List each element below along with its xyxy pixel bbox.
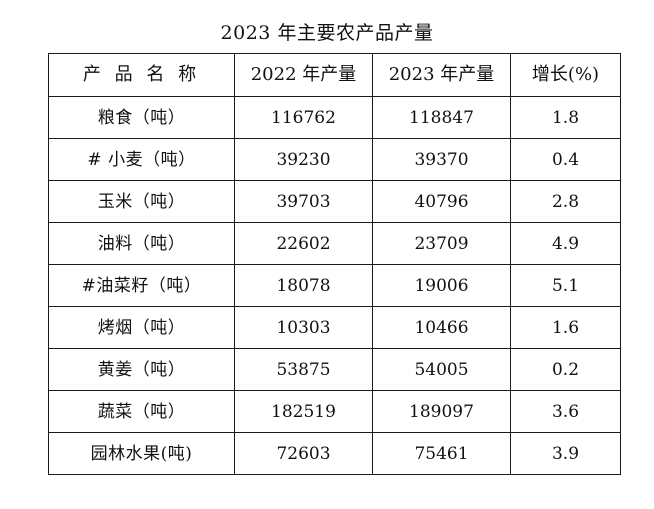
table-row: 玉米（吨） 39703 40796 2.8: [48, 180, 621, 223]
growth-percent: 1.6: [510, 306, 621, 349]
output-2022: 22602: [234, 222, 373, 265]
output-2022: 53875: [234, 348, 373, 391]
growth-percent: 0.4: [510, 138, 621, 181]
table-header-row: 产 品 名 称 2022 年产量 2023 年产量 增长(%): [48, 53, 621, 97]
output-2022: 10303: [234, 306, 373, 349]
table-row: 油料（吨） 22602 23709 4.9: [48, 222, 621, 265]
table-row: 园林水果(吨) 72603 75461 3.9: [48, 432, 621, 475]
product-name: # 小麦（吨）: [48, 138, 235, 181]
header-output-2023: 2023 年产量: [372, 53, 511, 97]
output-2022: 39230: [234, 138, 373, 181]
table-row: # 小麦（吨） 39230 39370 0.4: [48, 138, 621, 181]
output-2022: 39703: [234, 180, 373, 223]
product-name: #油菜籽（吨）: [48, 264, 235, 307]
table-row: 黄姜（吨） 53875 54005 0.2: [48, 348, 621, 391]
table-row: 蔬菜（吨） 182519 189097 3.6: [48, 390, 621, 433]
product-name: 烤烟（吨）: [48, 306, 235, 349]
output-2023: 40796: [372, 180, 511, 223]
table-row: 粮食（吨） 116762 118847 1.8: [48, 96, 621, 139]
product-name: 粮食（吨）: [48, 96, 235, 139]
output-2023: 54005: [372, 348, 511, 391]
header-growth-percent: 增长(%): [510, 53, 621, 97]
growth-percent: 4.9: [510, 222, 621, 265]
growth-percent: 0.2: [510, 348, 621, 391]
growth-percent: 3.9: [510, 432, 621, 475]
output-2022: 116762: [234, 96, 373, 139]
output-2023: 118847: [372, 96, 511, 139]
output-2022: 72603: [234, 432, 373, 475]
table-row: 烤烟（吨） 10303 10466 1.6: [48, 306, 621, 349]
product-name: 油料（吨）: [48, 222, 235, 265]
output-2023: 75461: [372, 432, 511, 475]
page-title: 2023 年主要农产品产量: [220, 22, 434, 44]
growth-percent: 1.8: [510, 96, 621, 139]
growth-percent: 3.6: [510, 390, 621, 433]
product-name: 蔬菜（吨）: [48, 390, 235, 433]
product-name: 玉米（吨）: [48, 180, 235, 223]
header-product-name: 产 品 名 称: [48, 53, 235, 97]
output-2022: 18078: [234, 264, 373, 307]
table-row: #油菜籽（吨） 18078 19006 5.1: [48, 264, 621, 307]
header-output-2022: 2022 年产量: [234, 53, 373, 97]
growth-percent: 5.1: [510, 264, 621, 307]
production-table: 产 品 名 称 2022 年产量 2023 年产量 增长(%) 粮食（吨） 11…: [48, 53, 621, 475]
output-2023: 189097: [372, 390, 511, 433]
product-name: 园林水果(吨): [48, 432, 235, 475]
output-2022: 182519: [234, 390, 373, 433]
output-2023: 19006: [372, 264, 511, 307]
growth-percent: 2.8: [510, 180, 621, 223]
product-name: 黄姜（吨）: [48, 348, 235, 391]
output-2023: 10466: [372, 306, 511, 349]
output-2023: 23709: [372, 222, 511, 265]
output-2023: 39370: [372, 138, 511, 181]
